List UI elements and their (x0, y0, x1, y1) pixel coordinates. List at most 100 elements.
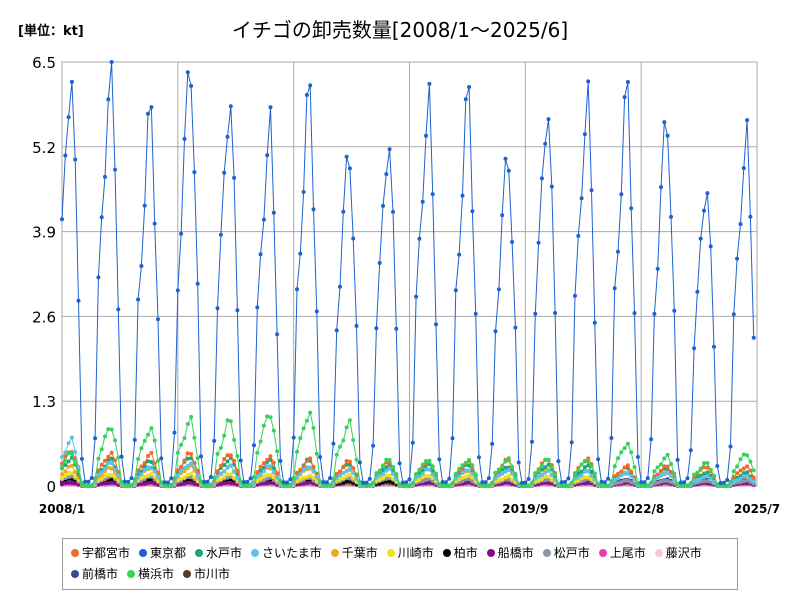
data-point (63, 469, 68, 474)
data-point (629, 474, 634, 479)
data-point (109, 450, 114, 455)
data-point (311, 475, 316, 480)
y-tick-label: 0 (46, 478, 56, 496)
data-point (195, 456, 200, 461)
data-point (500, 213, 505, 218)
data-point (152, 461, 157, 466)
data-point (357, 482, 362, 487)
data-point (86, 483, 91, 488)
legend-label: 千葉市 (341, 546, 378, 560)
data-point (172, 430, 177, 435)
data-point (96, 275, 101, 280)
data-point (271, 475, 276, 480)
data-point (381, 472, 385, 476)
data-point (103, 174, 107, 179)
data-point (175, 288, 180, 293)
data-point (225, 480, 230, 485)
data-point (652, 311, 657, 316)
data-point (185, 480, 190, 485)
data-point (582, 465, 587, 470)
data-point (582, 469, 587, 474)
data-point (579, 196, 584, 201)
data-point (728, 482, 733, 487)
data-point (672, 478, 677, 483)
data-point (672, 308, 677, 313)
data-point (665, 133, 670, 138)
data-point (255, 450, 260, 455)
data-point (152, 221, 157, 226)
data-point (258, 252, 263, 257)
data-point (344, 474, 349, 479)
data-point (265, 457, 270, 462)
data-point (374, 326, 379, 331)
data-point (741, 452, 746, 457)
data-point (328, 482, 333, 487)
data-point (470, 475, 475, 480)
data-point (371, 480, 376, 485)
data-point (576, 478, 581, 483)
data-point (427, 477, 432, 482)
data-point (645, 483, 650, 488)
legend-label: 水戸市 (206, 546, 243, 560)
data-point (179, 465, 184, 469)
data-point (218, 471, 223, 476)
data-point (318, 455, 323, 459)
data-point (443, 480, 448, 485)
legend-marker (598, 548, 607, 557)
data-point (159, 480, 164, 485)
data-point (245, 483, 250, 488)
chart-legend: 宇都宮市 東京都 水戸市 さいたま市 千葉市 川崎市 柏市 船橋市 松戸市 上尾市 藤沢市 前橋市 横浜… (62, 538, 738, 590)
data-point (271, 210, 276, 215)
data-point (589, 477, 594, 482)
data-point (334, 328, 339, 333)
data-point (172, 476, 177, 481)
chart-title: イチゴの卸売数量[2008/1～2025/6] (231, 18, 569, 42)
data-point (688, 448, 693, 453)
data-point (566, 476, 571, 481)
data-point (642, 483, 647, 488)
data-point (347, 476, 352, 481)
legend-marker (442, 548, 451, 557)
data-point (616, 476, 620, 481)
data-point (136, 297, 141, 302)
data-point (304, 459, 309, 463)
legend-item: 藤沢市 (654, 542, 702, 563)
data-point (162, 480, 167, 485)
data-point (450, 436, 455, 441)
data-point (589, 464, 594, 469)
data-point (404, 483, 409, 488)
data-point (381, 463, 385, 468)
data-point (635, 481, 640, 486)
data-point (192, 170, 197, 175)
data-point (341, 464, 346, 469)
data-point (185, 463, 190, 468)
data-point (66, 470, 71, 475)
data-point (705, 465, 710, 470)
data-point (463, 468, 468, 473)
data-point (543, 465, 548, 470)
data-point (705, 473, 710, 478)
data-point (582, 132, 587, 137)
data-point (99, 215, 104, 220)
data-point (344, 462, 349, 467)
legend-marker (654, 548, 663, 557)
data-point (655, 480, 660, 485)
data-point (354, 457, 359, 462)
data-point (387, 147, 392, 152)
data-point (490, 441, 495, 446)
data-point (212, 481, 217, 486)
data-point (718, 483, 723, 488)
data-point (199, 482, 203, 487)
data-point (152, 474, 157, 479)
data-point (417, 477, 422, 482)
data-point (543, 474, 548, 479)
data-point (377, 261, 382, 265)
data-point (553, 472, 558, 477)
legend-marker (251, 548, 260, 557)
legend-label: 川崎市 (397, 546, 434, 560)
data-point (576, 233, 581, 238)
data-point (741, 479, 746, 484)
data-point (278, 479, 283, 483)
data-point (659, 473, 663, 478)
data-point (106, 454, 111, 459)
